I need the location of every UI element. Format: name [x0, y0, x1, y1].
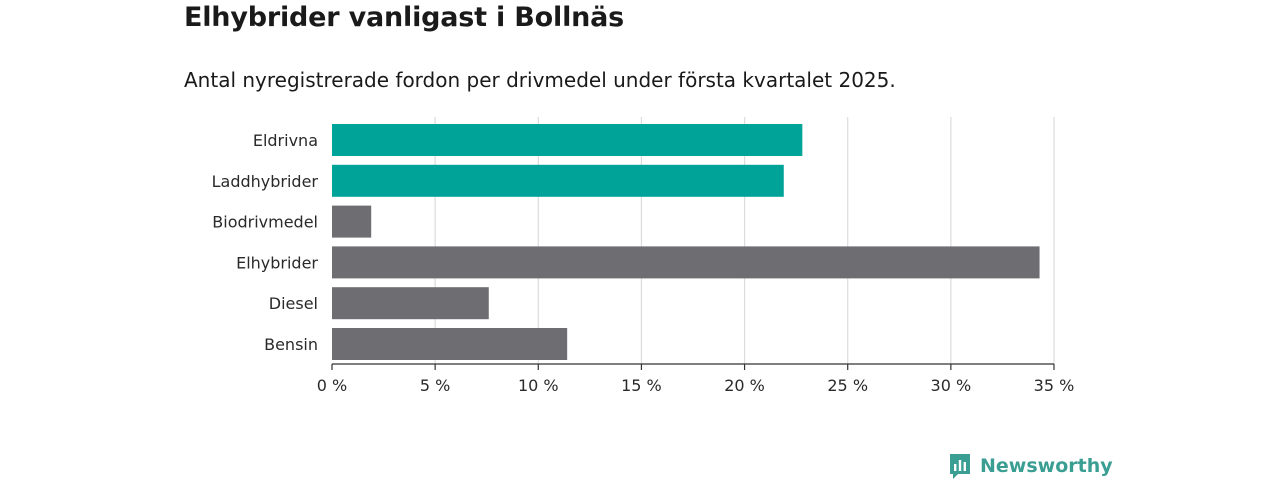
category-label: Biodrivmedel — [212, 213, 318, 232]
x-tick-label: 15 % — [621, 376, 662, 395]
x-tick-label: 20 % — [724, 376, 765, 395]
x-tick-label: 5 % — [420, 376, 450, 395]
x-tick-label: 30 % — [931, 376, 972, 395]
category-label: Laddhybrider — [212, 172, 319, 191]
chart-title: Elhybrider vanligast i Bollnäs — [184, 2, 625, 33]
x-tick-label: 10 % — [518, 376, 559, 395]
x-tick-label: 35 % — [1034, 376, 1075, 395]
bar — [332, 164, 784, 197]
bar — [332, 246, 1040, 279]
category-label: Elhybrider — [236, 253, 318, 272]
bar — [332, 328, 568, 360]
brand-name: Newsworthy — [980, 455, 1113, 477]
newsworthy-logo-icon — [950, 454, 970, 479]
x-tick-label: 0 % — [317, 376, 347, 395]
category-label: Diesel — [269, 294, 318, 313]
brand: Newsworthy — [948, 452, 1113, 480]
chart-subtitle: Antal nyregistrerade fordon per drivmede… — [184, 68, 896, 92]
bar-chart: Eldrivna Laddhybrider Biodrivmedel Elhybrid… — [212, 117, 1075, 395]
bar — [332, 124, 803, 156]
category-label: Bensin — [264, 335, 318, 354]
x-tick-label: 25 % — [827, 376, 868, 395]
bar — [332, 205, 372, 238]
category-label: Eldrivna — [253, 131, 318, 150]
bar — [332, 287, 489, 320]
